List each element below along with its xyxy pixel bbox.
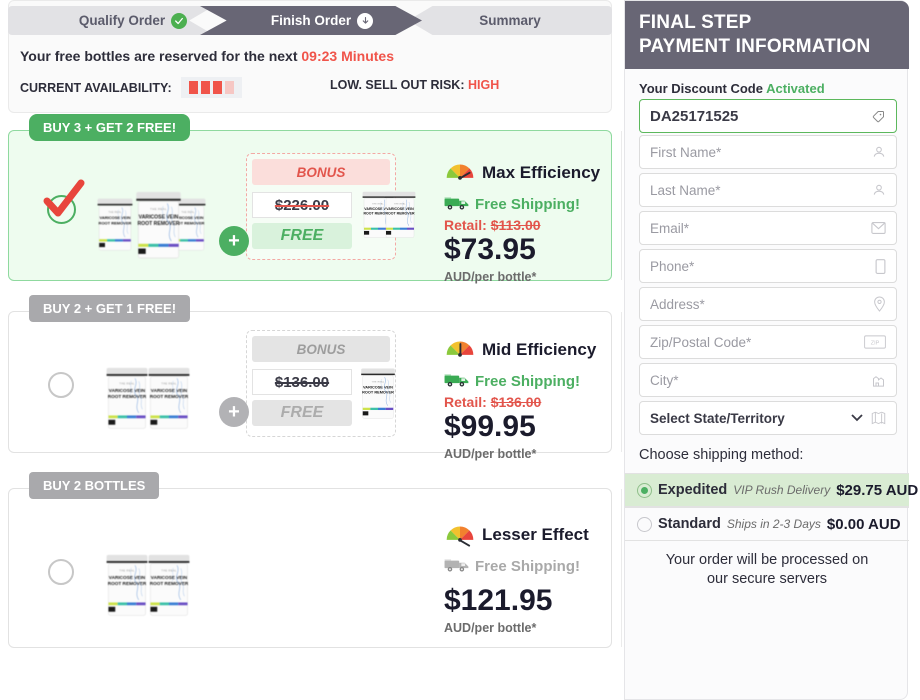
svg-text:ZIP: ZIP [871,340,880,346]
